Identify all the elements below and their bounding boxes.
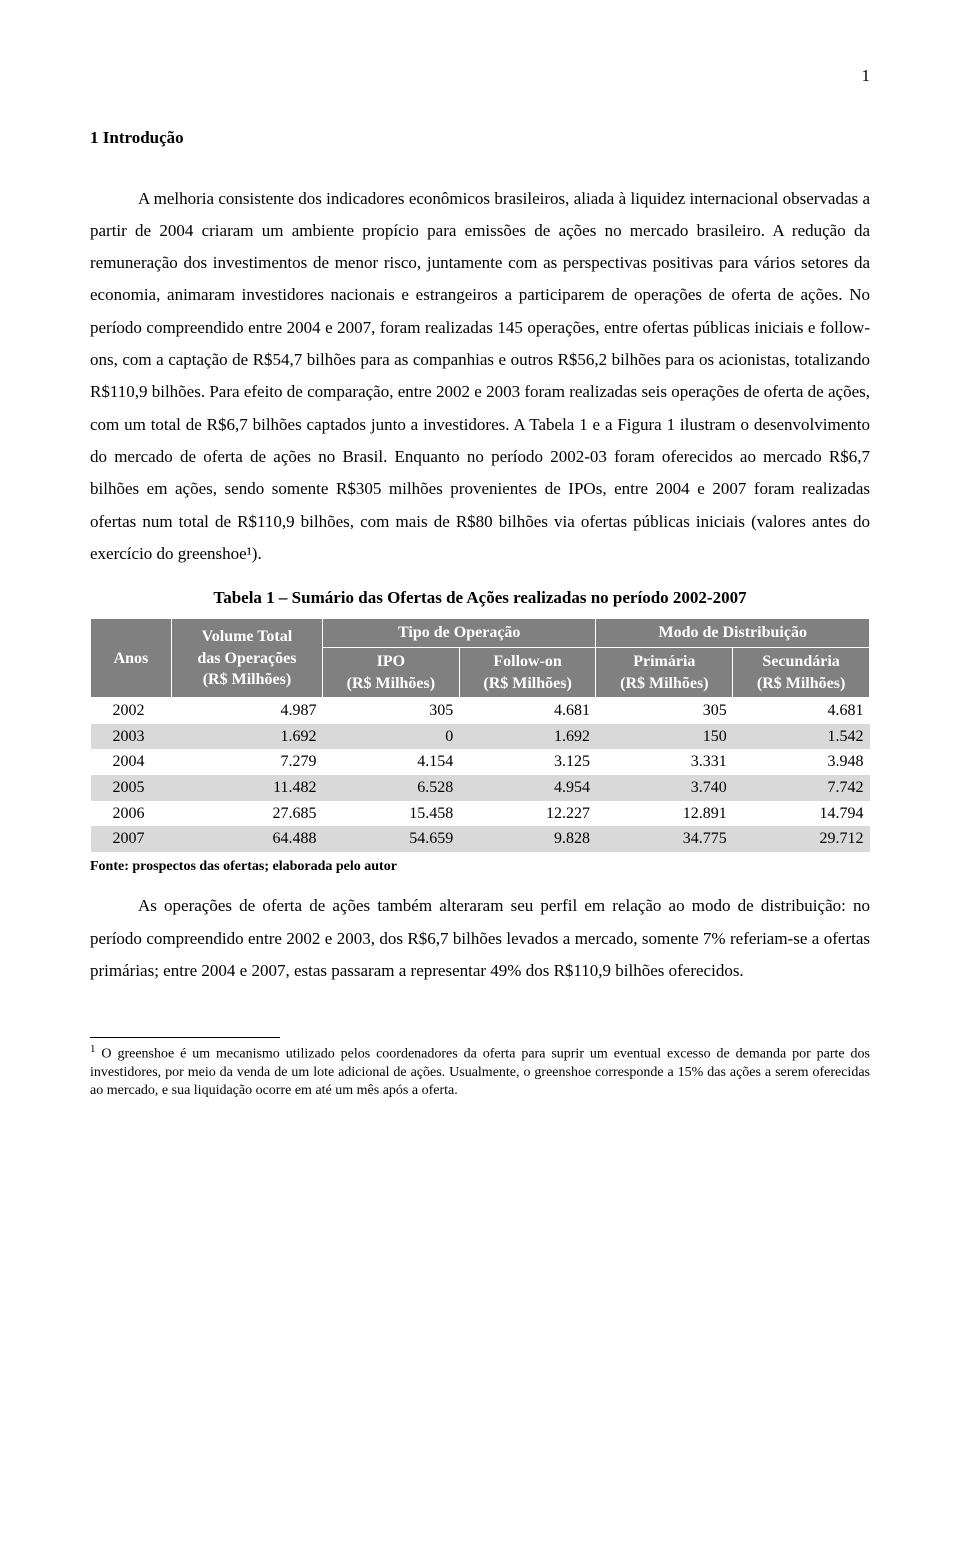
th-tipo-operacao: Tipo de Operação <box>323 619 596 648</box>
th-ipo-line2: (R$ Milhões) <box>347 675 435 692</box>
table-title: Tabela 1 – Sumário das Ofertas de Ações … <box>90 582 870 614</box>
th-ipo-line1: IPO <box>377 653 405 670</box>
table-cell: 2007 <box>91 826 172 852</box>
paragraph-after-table: As operações de oferta de ações também a… <box>90 890 870 987</box>
th-followon-line1: Follow-on <box>493 653 561 670</box>
section-heading: 1 Introdução <box>90 122 870 154</box>
table-cell: 15.458 <box>323 801 460 827</box>
page-footnote: 1 O greenshoe é um mecanismo utilizado p… <box>90 1042 870 1100</box>
table-row: 200627.68515.45812.22712.89114.794 <box>91 801 870 827</box>
table-cell: 7.279 <box>171 749 322 775</box>
table-cell: 1.692 <box>459 724 596 750</box>
th-primaria-line1: Primária <box>633 653 695 670</box>
footnote-separator <box>90 1037 280 1038</box>
ofertas-table: Anos Volume Total das Operações (R$ Milh… <box>90 618 870 851</box>
table-cell: 12.891 <box>596 801 733 827</box>
table-cell: 7.742 <box>733 775 870 801</box>
table-cell: 11.482 <box>171 775 322 801</box>
table-cell: 6.528 <box>323 775 460 801</box>
th-secundaria-line2: (R$ Milhões) <box>757 675 845 692</box>
th-secundaria: Secundária (R$ Milhões) <box>733 648 870 698</box>
table-cell: 2003 <box>91 724 172 750</box>
table-cell: 2005 <box>91 775 172 801</box>
th-secundaria-line1: Secundária <box>762 653 839 670</box>
table-cell: 9.828 <box>459 826 596 852</box>
table-cell: 4.154 <box>323 749 460 775</box>
table-cell: 305 <box>323 698 460 724</box>
table-cell: 54.659 <box>323 826 460 852</box>
table-cell: 3.331 <box>596 749 733 775</box>
th-followon: Follow-on (R$ Milhões) <box>459 648 596 698</box>
paragraph-intro: A melhoria consistente dos indicadores e… <box>90 183 870 571</box>
th-modo-distribuicao: Modo de Distribuição <box>596 619 870 648</box>
table-row: 200764.48854.6599.82834.77529.712 <box>91 826 870 852</box>
th-ipo: IPO (R$ Milhões) <box>323 648 460 698</box>
table-cell: 14.794 <box>733 801 870 827</box>
table-cell: 4.681 <box>459 698 596 724</box>
table-cell: 29.712 <box>733 826 870 852</box>
th-anos: Anos <box>91 619 172 698</box>
table-cell: 150 <box>596 724 733 750</box>
table-row: 20024.9873054.6813054.681 <box>91 698 870 724</box>
table-cell: 64.488 <box>171 826 322 852</box>
page-number: 1 <box>90 60 870 92</box>
table-row: 20047.2794.1543.1253.3313.948 <box>91 749 870 775</box>
table-cell: 3.948 <box>733 749 870 775</box>
th-volume-line2: das Operações <box>197 650 296 667</box>
table-cell: 4.987 <box>171 698 322 724</box>
th-primaria: Primária (R$ Milhões) <box>596 648 733 698</box>
th-volume-total: Volume Total das Operações (R$ Milhões) <box>171 619 322 698</box>
table-cell: 12.227 <box>459 801 596 827</box>
table-cell: 305 <box>596 698 733 724</box>
th-followon-line2: (R$ Milhões) <box>483 675 571 692</box>
footnote-text: O greenshoe é um mecanismo utilizado pel… <box>90 1047 870 1098</box>
table-cell: 4.681 <box>733 698 870 724</box>
table-cell: 4.954 <box>459 775 596 801</box>
table-cell: 27.685 <box>171 801 322 827</box>
table-cell: 2004 <box>91 749 172 775</box>
table-cell: 3.740 <box>596 775 733 801</box>
table-cell: 1.542 <box>733 724 870 750</box>
table-cell: 3.125 <box>459 749 596 775</box>
table-row: 200511.4826.5284.9543.7407.742 <box>91 775 870 801</box>
table-row: 20031.69201.6921501.542 <box>91 724 870 750</box>
th-primaria-line2: (R$ Milhões) <box>620 675 708 692</box>
table-cell: 34.775 <box>596 826 733 852</box>
table-source-footnote: Fonte: prospectos das ofertas; elaborada… <box>90 854 870 881</box>
table-cell: 1.692 <box>171 724 322 750</box>
table-cell: 2002 <box>91 698 172 724</box>
table-cell: 0 <box>323 724 460 750</box>
th-volume-line3: (R$ Milhões) <box>203 671 291 688</box>
th-volume-line1: Volume Total <box>202 628 293 645</box>
table-cell: 2006 <box>91 801 172 827</box>
